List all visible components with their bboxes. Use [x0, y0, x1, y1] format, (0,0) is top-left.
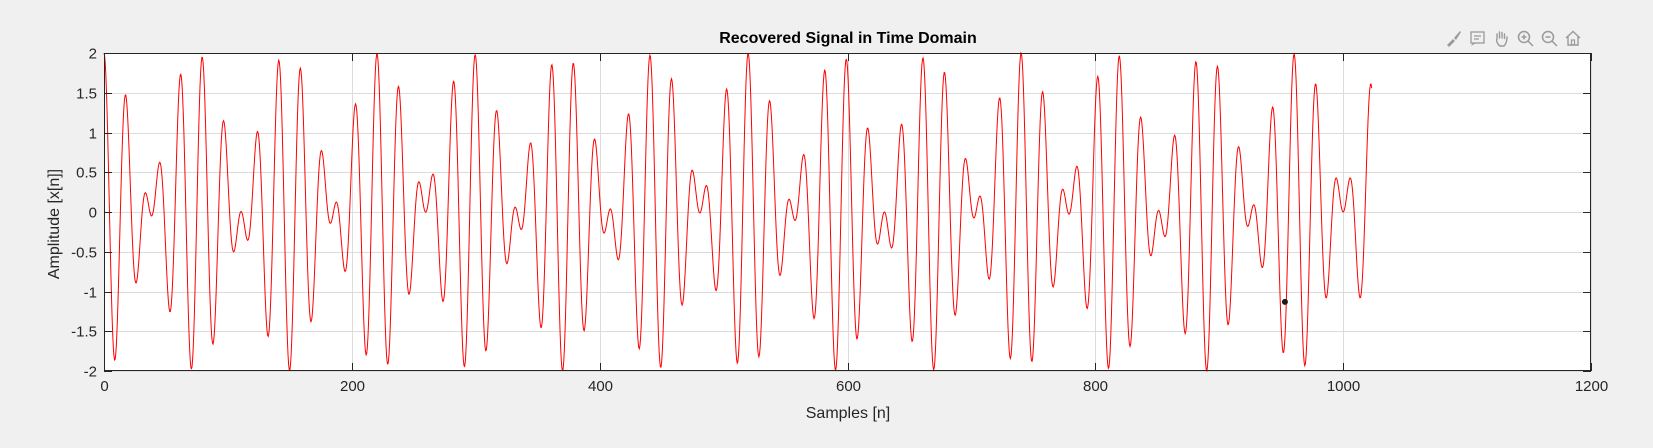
signal-line	[103, 51, 1373, 373]
y-tick-label: -1.5	[71, 324, 97, 341]
x-tick-label: 600	[836, 378, 861, 395]
brush-icon[interactable]	[1442, 27, 1464, 49]
y-tick-label: 2	[89, 46, 97, 63]
y-tick-label: -0.5	[71, 245, 97, 262]
chart-title: Recovered Signal in Time Domain	[719, 30, 977, 47]
x-tick-label: 1000	[1327, 378, 1360, 395]
zoom-out-icon[interactable]	[1538, 27, 1560, 49]
home-icon[interactable]	[1562, 27, 1584, 49]
y-tick-label: 1.5	[76, 86, 97, 103]
y-tick-label: -1	[84, 285, 97, 302]
axes-toolbar	[1442, 27, 1584, 49]
x-tick-label: 800	[1083, 378, 1108, 395]
x-tick-label: 200	[340, 378, 365, 395]
x-axis-label: Samples [n]	[806, 405, 890, 422]
y-tick-label: 0	[89, 205, 97, 222]
data-tip-icon[interactable]	[1466, 27, 1488, 49]
x-tick-label: 400	[588, 378, 613, 395]
pan-hand-icon[interactable]	[1490, 27, 1512, 49]
x-tick-label: 1200	[1575, 378, 1608, 395]
y-tick-label: 1	[89, 126, 97, 143]
data-cursor-marker[interactable]	[1281, 298, 1288, 305]
x-tick-label: 0	[100, 378, 108, 395]
y-tick-label: 0.5	[76, 165, 97, 182]
y-tick-label: -2	[84, 364, 97, 381]
y-axis-label: Amplitude [x[n]]	[46, 169, 63, 279]
zoom-in-icon[interactable]	[1514, 27, 1536, 49]
axis-ticks: 0 200 400 600 800 1000 1200 -2 -1.5 -1 -0.5 0 0.5 1 1.…	[71, 46, 1608, 396]
